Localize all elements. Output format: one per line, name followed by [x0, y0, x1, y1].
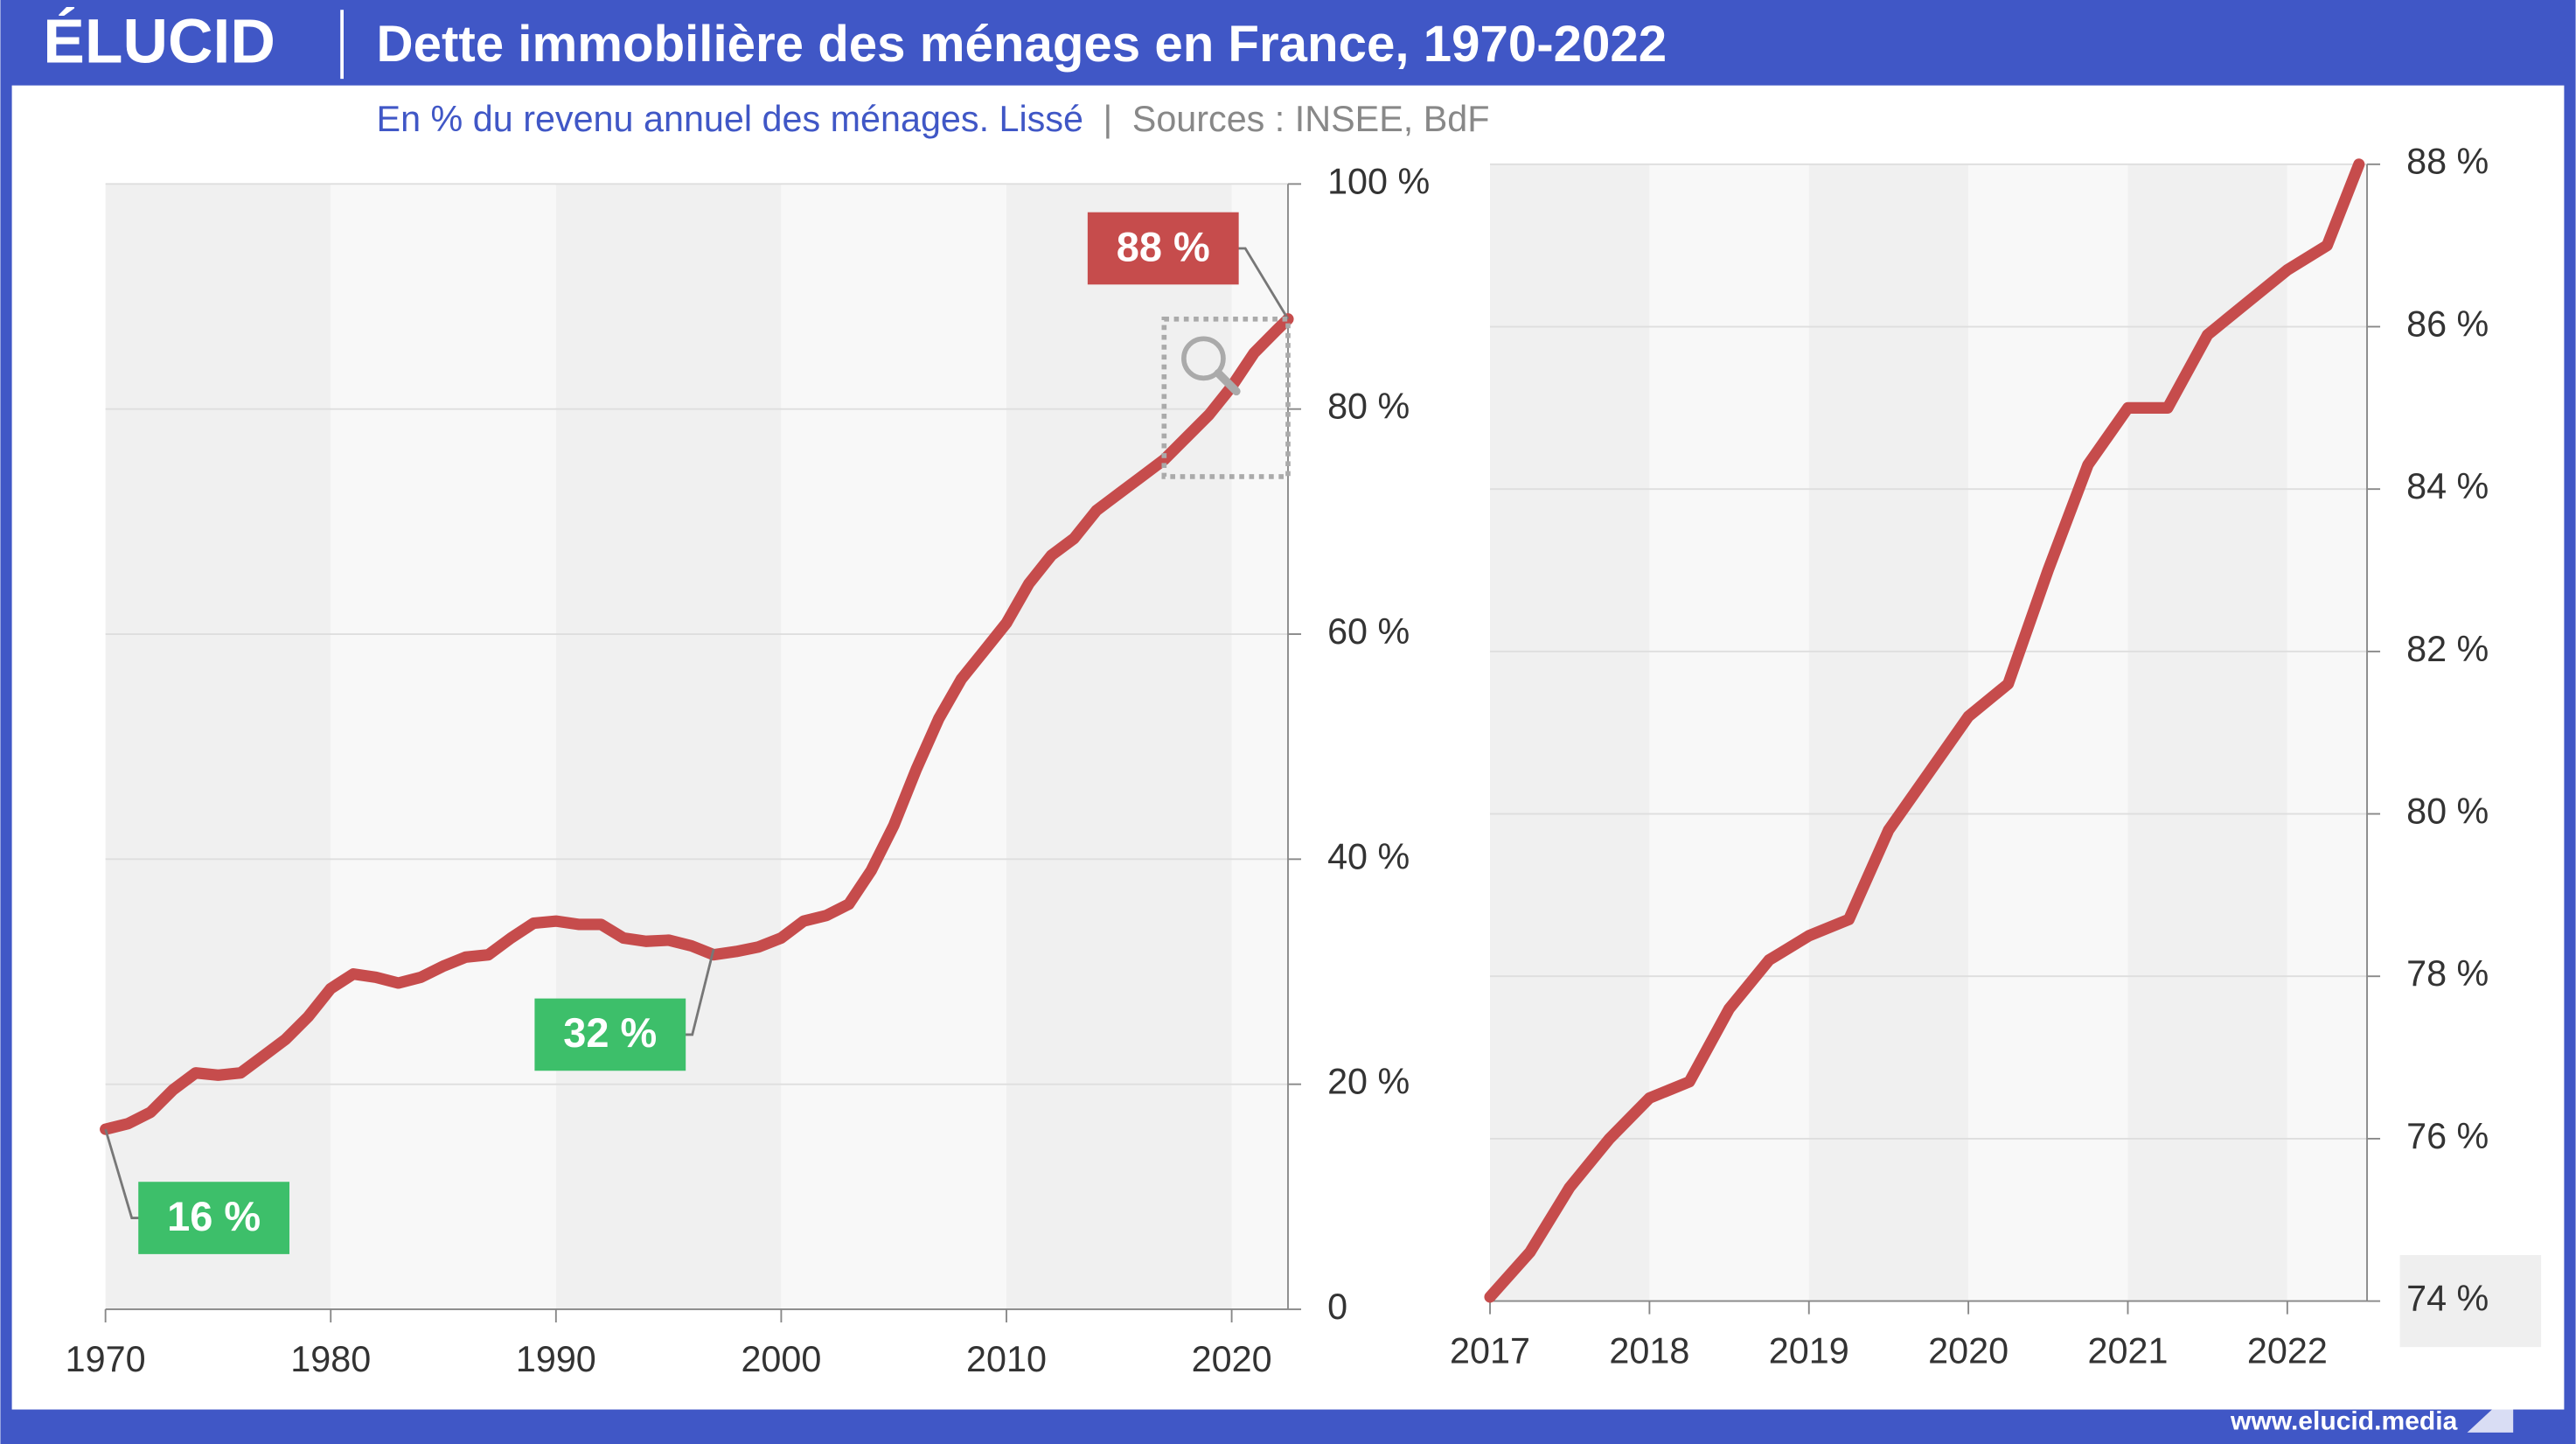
- chart-title: Dette immobilière des ménages en France,…: [377, 16, 1667, 73]
- separator-bar: |: [1104, 99, 1113, 139]
- zoom-frame-lens: [1181, 336, 1226, 381]
- x-tick-label: 2010: [966, 1339, 1047, 1379]
- x-tick-label: 2019: [1769, 1331, 1849, 1371]
- plot: 74 % 76 % 78 % 80 % 82 % 84 % 86 % 88 % 2017 2018…: [1450, 142, 2542, 1371]
- band: [1490, 164, 1650, 1301]
- x-tick-label: 2021: [2088, 1331, 2169, 1371]
- subtitle: En % du revenu annuel des ménages. Lissé…: [377, 99, 1490, 139]
- footer: www.elucid.media: [2230, 1407, 2458, 1436]
- band: [1808, 164, 1969, 1301]
- annotation-label: 32 %: [563, 1009, 657, 1056]
- x-tick-label: 1990: [516, 1339, 596, 1379]
- plot: 0 20 % 40 % 60 % 80 % 100 % 1970 1980 1990 2000 20…: [66, 161, 1431, 1379]
- y-tick-label: 82 %: [2406, 629, 2489, 669]
- x-tick-label: 2018: [1609, 1331, 1689, 1371]
- band: [2127, 164, 2287, 1301]
- annotation-box: [534, 998, 686, 1071]
- y-tick-label: 84 %: [2406, 466, 2489, 506]
- band: [1649, 164, 1809, 1301]
- band: [105, 184, 331, 1309]
- y-tick-label: 76 %: [2406, 1116, 2489, 1156]
- annotation-box: [1087, 212, 1239, 285]
- band: [2287, 164, 2368, 1301]
- y-tick-label: 78 %: [2406, 953, 2489, 994]
- band: [1968, 164, 2128, 1301]
- annotation-label: 16 %: [167, 1193, 261, 1239]
- x-tick-label: 2000: [741, 1339, 821, 1379]
- band: [781, 184, 1007, 1309]
- band: [555, 184, 782, 1309]
- x-tick-label: 2022: [2247, 1331, 2328, 1371]
- brand: ÉLUCID: [43, 5, 275, 76]
- zoom-frame-handle: [1214, 369, 1241, 396]
- band: [331, 184, 556, 1309]
- y-tick-label: 40 %: [1327, 836, 1410, 876]
- y-tick-label: 80 %: [2406, 791, 2489, 831]
- y-tick-label: 60 %: [1327, 611, 1410, 652]
- x-tick-label: 1970: [66, 1339, 146, 1379]
- x-tick-label: 2020: [1928, 1331, 2009, 1371]
- y-tick-label: 88 %: [2406, 142, 2489, 182]
- y-tick-label: 20 %: [1327, 1062, 1410, 1102]
- x-tick-label: 1980: [290, 1339, 371, 1379]
- zoom-frame: [1161, 316, 1291, 479]
- band: [1006, 184, 1232, 1309]
- sources: Sources : INSEE, BdF: [1132, 99, 1490, 139]
- annotation-box: [138, 1182, 290, 1254]
- subtitle-text: En % du revenu annuel des ménages. Lissé: [377, 99, 1083, 139]
- data-line: [100, 313, 1294, 1135]
- y-tick-label: 80 %: [1327, 387, 1410, 427]
- data-line: [1484, 158, 2365, 1303]
- y-tick-label: 86 %: [2406, 303, 2489, 344]
- x-tick-label: 2020: [1192, 1339, 1272, 1379]
- y-tick-label: 74 %: [2406, 1279, 2489, 1319]
- y-tick-box: [2399, 1254, 2542, 1348]
- annotation-label: 88 %: [1117, 223, 1210, 269]
- y-tick-label: 100 %: [1327, 161, 1430, 201]
- y-tick-label: 0: [1327, 1287, 1347, 1327]
- x-tick-label: 2017: [1450, 1331, 1530, 1371]
